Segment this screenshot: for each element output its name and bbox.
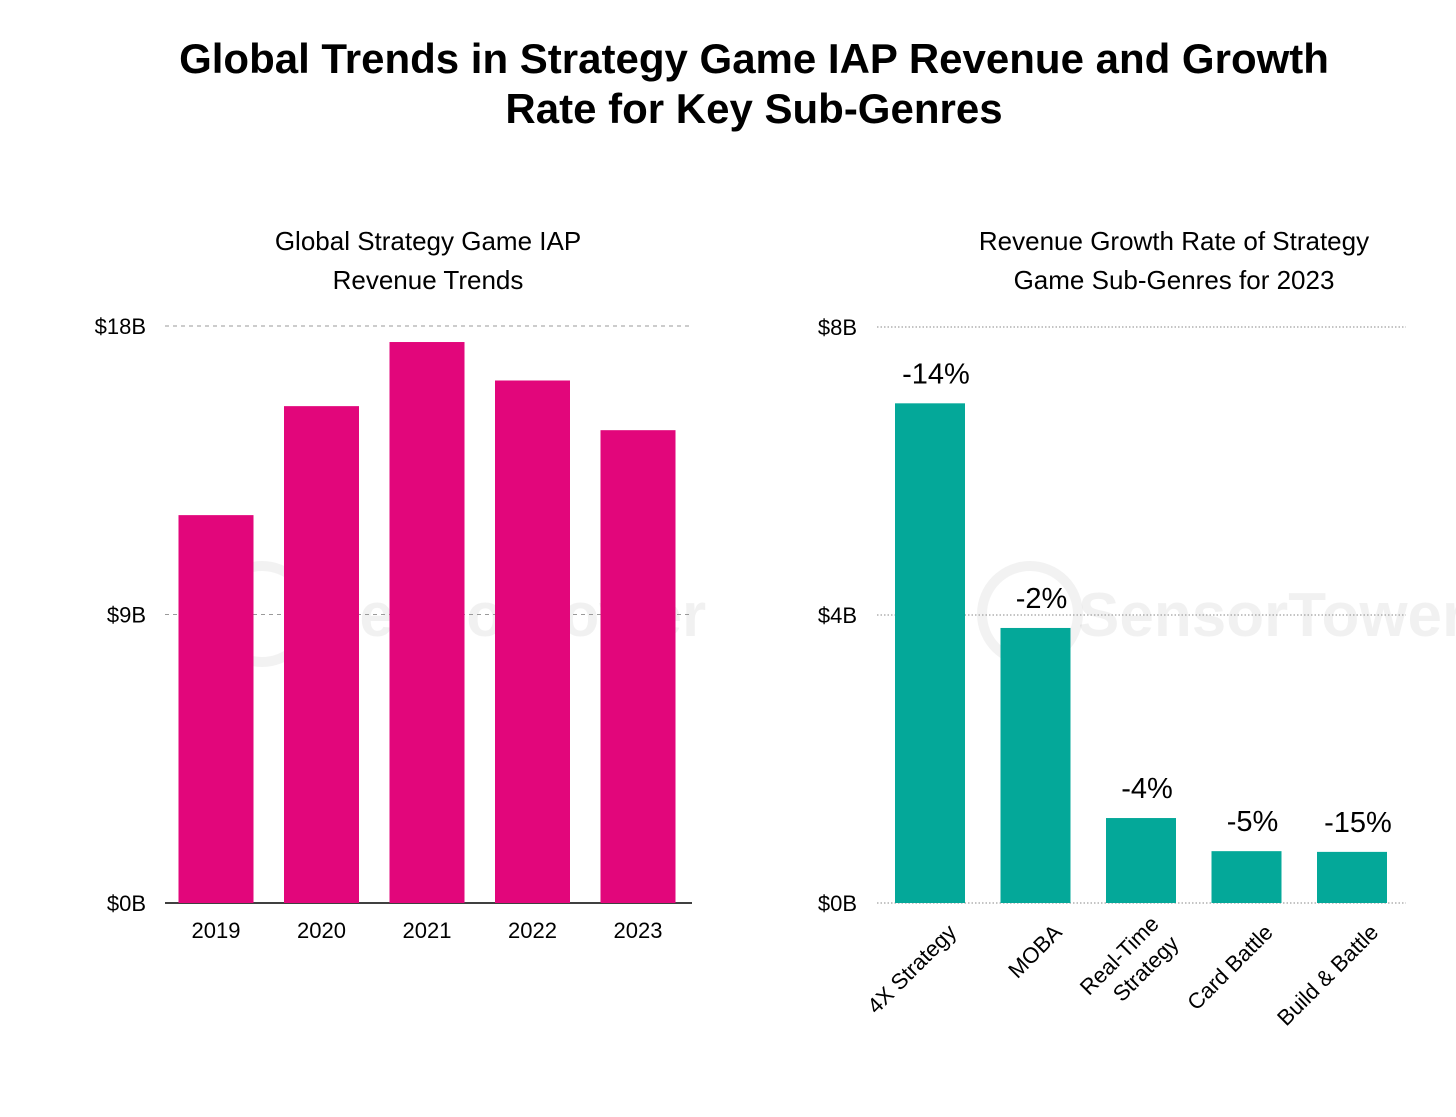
right-x-tick-label: 4X Strategy bbox=[862, 920, 961, 1019]
left-chart-title: Global Strategy Game IAP Revenue Trends bbox=[178, 222, 678, 300]
left-bar bbox=[495, 380, 570, 903]
left-y-tick-label: $0B bbox=[107, 891, 146, 916]
left-y-tick-label: $18B bbox=[95, 314, 146, 339]
left-chart-title-line-2: Revenue Trends bbox=[332, 265, 524, 295]
right-x-tick-label-line: Build & Battle bbox=[1272, 920, 1383, 1031]
left-bar bbox=[178, 515, 254, 903]
main-title-line-2: Rate for Key Sub-Genres bbox=[505, 85, 1003, 132]
right-x-tick-label-line: MOBA bbox=[1003, 919, 1067, 983]
right-x-tick-label: Real-TimeStrategy bbox=[1075, 911, 1184, 1020]
right-y-tick-label: $4B bbox=[818, 603, 857, 628]
right-x-tick-label: MOBA bbox=[1003, 919, 1067, 983]
left-chart-title-line-1: Global Strategy Game IAP bbox=[274, 226, 582, 256]
right-x-tick-label: Build & Battle bbox=[1272, 920, 1383, 1031]
left-x-tick-label: 2022 bbox=[508, 918, 557, 943]
right-y-tick-label: $0B bbox=[818, 891, 857, 916]
left-bar bbox=[600, 430, 676, 903]
right-data-label: -15% bbox=[1324, 807, 1392, 839]
right-bar bbox=[895, 403, 965, 903]
right-data-label: -2% bbox=[1016, 583, 1068, 615]
right-x-tick-label-line: Card Battle bbox=[1182, 920, 1278, 1016]
right-data-label: -4% bbox=[1121, 773, 1173, 805]
left-x-tick-label: 2021 bbox=[403, 918, 452, 943]
right-chart-title: Revenue Growth Rate of Strategy Game Sub… bbox=[924, 222, 1424, 300]
right-x-tick-label: Card Battle bbox=[1182, 920, 1278, 1016]
left-y-tick-label: $9B bbox=[107, 603, 146, 628]
right-data-label: -14% bbox=[902, 358, 970, 390]
right-bar bbox=[1000, 627, 1071, 903]
right-bar bbox=[1106, 818, 1176, 903]
left-x-tick-label: 2019 bbox=[192, 918, 241, 943]
main-title-line-1: Global Trends in Strategy Game IAP Reven… bbox=[179, 35, 1329, 82]
right-x-tick-label-line: 4X Strategy bbox=[862, 920, 961, 1019]
left-bar bbox=[284, 406, 359, 903]
right-bar bbox=[1211, 851, 1282, 903]
left-bar bbox=[389, 342, 465, 903]
left-x-tick-label: 2023 bbox=[614, 918, 663, 943]
right-chart-title-line-2: Game Sub-Genres for 2023 bbox=[1013, 265, 1335, 295]
main-title: Global Trends in Strategy Game IAP Reven… bbox=[0, 34, 1456, 134]
right-y-tick-label: $8B bbox=[818, 315, 857, 340]
left-x-tick-label: 2020 bbox=[297, 918, 346, 943]
right-chart-title-line-1: Revenue Growth Rate of Strategy bbox=[978, 226, 1370, 256]
right-data-label: -5% bbox=[1227, 806, 1279, 838]
right-bar bbox=[1317, 851, 1387, 903]
